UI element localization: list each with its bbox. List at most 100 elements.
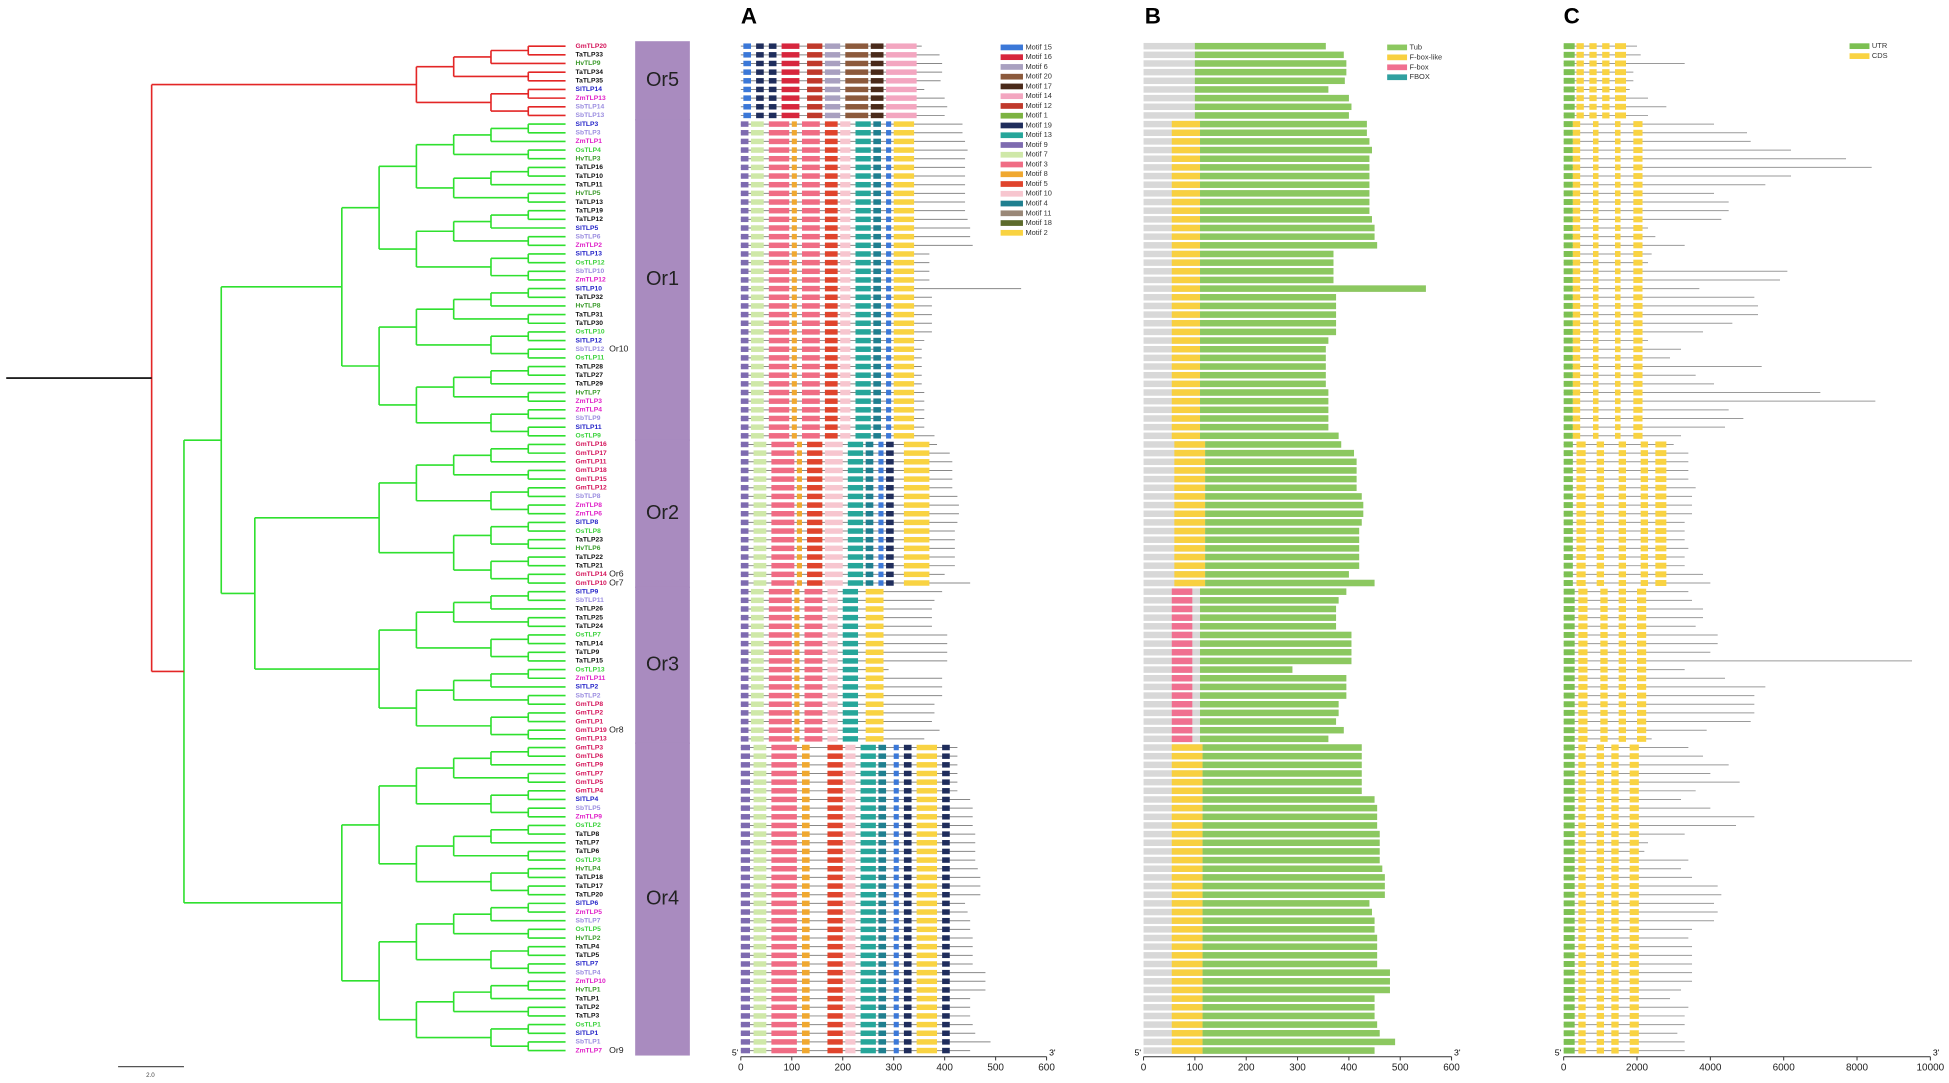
- motif: [840, 346, 851, 352]
- motif: [886, 242, 892, 249]
- motif: [827, 796, 843, 803]
- motif: [801, 242, 820, 249]
- exon: [1563, 1004, 1575, 1011]
- exon: [1563, 666, 1575, 673]
- motif: [886, 104, 917, 110]
- motif: [878, 995, 887, 1002]
- exon: [1602, 69, 1610, 76]
- motif: [878, 571, 884, 578]
- motif: [827, 995, 843, 1002]
- motif: [860, 978, 876, 985]
- motif: [743, 78, 752, 84]
- motif: [824, 337, 838, 344]
- motif: [801, 329, 820, 335]
- motif: [893, 329, 915, 335]
- motif: [740, 995, 750, 1002]
- gene-name: SbTLP7: [576, 917, 601, 924]
- motif: [751, 121, 764, 127]
- domain-tub: [1202, 908, 1372, 916]
- motif: [860, 762, 876, 768]
- motif: [855, 251, 871, 257]
- exon: [1618, 588, 1627, 595]
- motif: [893, 207, 915, 214]
- motif: [771, 917, 797, 924]
- tick-label: 400: [936, 1063, 953, 1074]
- motif: [873, 285, 881, 292]
- exon: [1611, 839, 1619, 846]
- motif: [751, 181, 764, 188]
- exon: [1629, 961, 1639, 967]
- motif: [781, 52, 800, 58]
- exon: [1655, 467, 1667, 474]
- motif: [740, 329, 749, 335]
- motif: [740, 727, 749, 733]
- motif: [893, 285, 915, 292]
- motif: [827, 779, 843, 785]
- motif: [768, 363, 790, 370]
- exon: [1576, 441, 1586, 448]
- gene-name: ZmTLP11: [576, 675, 606, 682]
- motif: [801, 190, 820, 197]
- exon: [1600, 649, 1608, 656]
- exon: [1596, 943, 1605, 950]
- motif: [791, 346, 797, 352]
- motif: [870, 95, 884, 101]
- motif: [740, 588, 749, 595]
- motif: [903, 917, 912, 924]
- motif: [916, 831, 938, 837]
- motif: [791, 251, 797, 257]
- exon: [1563, 536, 1573, 543]
- domain-fbox: [1171, 155, 1201, 162]
- gene-name: TaTLP6: [576, 848, 600, 855]
- motif: [824, 52, 841, 58]
- motif: [942, 744, 950, 751]
- domain-tub: [1202, 1004, 1375, 1011]
- motif: [865, 614, 884, 621]
- exon: [1615, 86, 1627, 93]
- domain-fbox: [1171, 623, 1193, 630]
- motif: [842, 736, 859, 742]
- motif: [886, 337, 892, 344]
- motif: [740, 1047, 750, 1054]
- domain-fbox: [1171, 848, 1203, 855]
- motif: [840, 199, 851, 205]
- motif: [865, 554, 874, 560]
- motif: [878, 493, 884, 500]
- motif: [827, 857, 843, 863]
- domain-fbox: [1171, 198, 1201, 206]
- exon: [1593, 337, 1599, 344]
- motif: [751, 632, 764, 638]
- exon: [1593, 372, 1599, 379]
- exon: [1576, 77, 1584, 84]
- exon: [1578, 995, 1586, 1002]
- motif: [751, 268, 764, 275]
- domain-fbox: [1171, 614, 1193, 621]
- exon: [1618, 640, 1627, 647]
- motif: [893, 1047, 899, 1054]
- motif: [781, 60, 800, 67]
- motif: [865, 658, 884, 664]
- motif: [801, 251, 820, 257]
- domain-tub: [1202, 796, 1375, 803]
- motif: [743, 60, 752, 67]
- exon: [1615, 328, 1621, 335]
- motif: [903, 969, 912, 976]
- exon: [1563, 709, 1575, 716]
- motif: [893, 987, 899, 993]
- exon: [1593, 294, 1599, 301]
- motif: [886, 511, 894, 517]
- motif: [827, 848, 843, 855]
- motif: [903, 831, 912, 837]
- exon: [1629, 943, 1639, 950]
- exon: [1578, 883, 1586, 890]
- motif: [840, 190, 851, 197]
- exon: [1578, 718, 1588, 725]
- exon: [1618, 657, 1627, 664]
- motif: [942, 1039, 950, 1045]
- motif: [740, 675, 749, 681]
- domain-fbox: [1171, 865, 1203, 872]
- motif: [771, 848, 797, 855]
- gene-name: TaTLP23: [576, 536, 604, 543]
- legend-label: Motif 15: [1025, 42, 1051, 51]
- gene-name: SbTLP5: [576, 805, 601, 812]
